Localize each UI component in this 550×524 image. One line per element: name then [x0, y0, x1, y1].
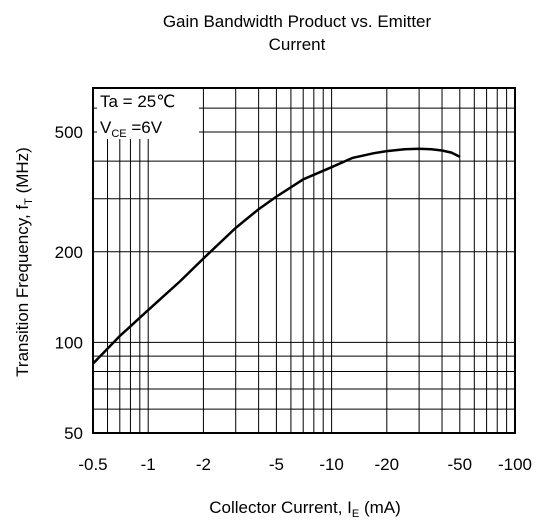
annotation-voltage: VCE =6V [100, 118, 163, 140]
x-tick-label-3: -5 [269, 455, 284, 474]
series-line [92, 147, 461, 365]
grid [92, 87, 516, 434]
chart-title: Gain Bandwidth Product vs. Emitter Curre… [163, 12, 432, 54]
x-axis-label-subscript: E [352, 508, 359, 520]
y-axis-label-subscript: T [23, 198, 35, 205]
x-axis-label-main: Collector Current, I [209, 498, 352, 517]
chart-title-line-2: Current [269, 35, 326, 54]
x-tick-label-0: -0.5 [78, 455, 107, 474]
y-axis-label-unit: (MHz) [13, 147, 32, 198]
y-tick-labels: 50 100 200 500 [55, 123, 83, 443]
x-tick-label-1: -1 [141, 455, 156, 474]
x-axis-label-unit: (mA) [359, 498, 401, 517]
plot-frame [92, 87, 516, 434]
x-tick-label-5: -20 [375, 455, 400, 474]
y-tick-label-0: 50 [64, 424, 83, 443]
x-axis-label: Collector Current, IE (mA) [209, 498, 401, 520]
x-tick-label-6: -50 [448, 455, 473, 474]
y-tick-label-2: 200 [55, 243, 83, 262]
annotation-voltage-value: =6V [127, 118, 163, 137]
y-axis-label: Transition Frequency, fT (MHz) [13, 147, 35, 377]
y-tick-label-1: 100 [55, 333, 83, 352]
annotation-temperature: Ta = 25℃ [100, 92, 175, 111]
annotation-voltage-symbol: V [100, 118, 112, 137]
y-axis-label-main: Transition Frequency, f [13, 205, 32, 377]
x-tick-label-7: -100 [498, 455, 532, 474]
y-tick-label-3: 500 [55, 123, 83, 142]
annotation: Ta = 25℃ VCE =6V [97, 89, 199, 140]
annotation-backdrop [97, 89, 199, 139]
x-tick-label-2: -2 [196, 455, 211, 474]
x-tick-labels: -0.5 -1 -2 -5 -10 -20 -50 -100 [78, 455, 532, 474]
annotation-voltage-subscript: CE [111, 128, 126, 140]
chart-title-line-1: Gain Bandwidth Product vs. Emitter [163, 12, 432, 31]
x-tick-label-4: -10 [319, 455, 344, 474]
